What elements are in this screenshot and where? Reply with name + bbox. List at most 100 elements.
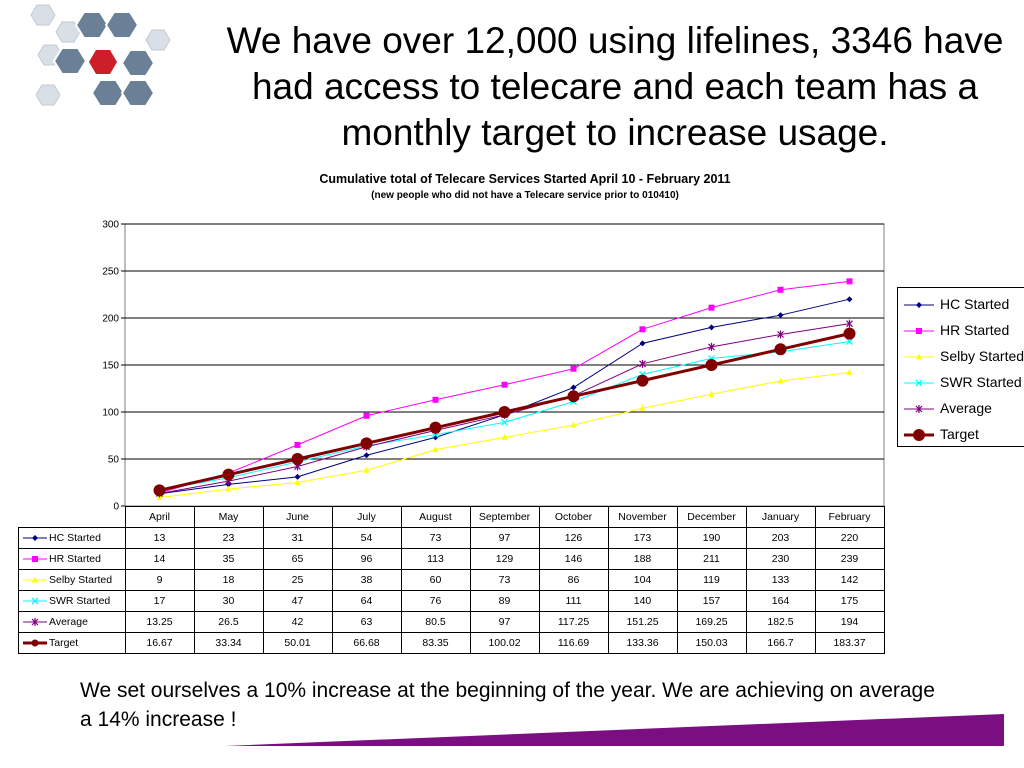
x-category-label: September bbox=[469, 506, 540, 528]
table-cell-value: 119 bbox=[676, 569, 747, 591]
y-tick-label: 100 bbox=[102, 408, 119, 419]
table-row: HR Started 14 35 65 96 113 129 146 188 211 230 239 bbox=[18, 548, 885, 570]
table-cell-value: 17 bbox=[124, 590, 195, 612]
data-point bbox=[363, 466, 370, 473]
table-cell-value: 47 bbox=[262, 590, 333, 612]
table-cell-value: 146 bbox=[538, 548, 609, 570]
legend-key-icon bbox=[904, 379, 934, 387]
table-cell-value: 9 bbox=[124, 569, 195, 591]
table-cell-value: 173 bbox=[607, 527, 678, 549]
x-category-label: May bbox=[193, 506, 264, 528]
data-point bbox=[777, 312, 784, 319]
data-point bbox=[360, 437, 373, 450]
y-tick-label: 50 bbox=[108, 455, 120, 466]
data-point bbox=[777, 286, 784, 293]
data-point bbox=[567, 390, 580, 403]
table-cell-value: 113 bbox=[400, 548, 471, 570]
table-cell-value: 42 bbox=[262, 611, 333, 633]
table-cell-value: 164 bbox=[745, 590, 816, 612]
legend-key-icon bbox=[904, 328, 934, 334]
footer-text: We set ourselves a 10% increase at the b… bbox=[80, 679, 935, 731]
data-point bbox=[31, 618, 39, 627]
x-category-label: July bbox=[331, 506, 402, 528]
table-cell-value: 220 bbox=[814, 527, 885, 549]
data-point bbox=[708, 390, 715, 397]
data-point bbox=[222, 468, 235, 481]
table-cell-value: 239 bbox=[814, 548, 885, 570]
data-point bbox=[498, 405, 511, 418]
table-cell-value: 54 bbox=[331, 527, 402, 549]
table-cell-value: 50.01 bbox=[262, 632, 333, 654]
data-point bbox=[916, 353, 922, 360]
table-row: Selby Started 9 18 25 38 60 73 86 104 119 133 142 bbox=[18, 569, 885, 591]
x-category-label: April bbox=[124, 506, 195, 528]
table-corner bbox=[18, 506, 126, 528]
table-cell-value: 150.03 bbox=[676, 632, 747, 654]
table-cell-value: 96 bbox=[331, 548, 402, 570]
legend-label: Average bbox=[940, 400, 992, 416]
table-cell-value: 194 bbox=[814, 611, 885, 633]
table-cell-value: 86 bbox=[538, 569, 609, 591]
table-cell-value: 140 bbox=[607, 590, 678, 612]
data-point bbox=[31, 597, 39, 605]
table-cell-value: 33.34 bbox=[193, 632, 264, 654]
y-tick-label: 150 bbox=[102, 361, 119, 372]
table-cell-value: 60 bbox=[400, 569, 471, 591]
x-category-label: June bbox=[262, 506, 333, 528]
table-cell-value: 30 bbox=[193, 590, 264, 612]
table-cell-value: 182.5 bbox=[745, 611, 816, 633]
hexagon-photo-logo bbox=[30, 4, 171, 107]
data-point bbox=[915, 405, 923, 413]
data-point bbox=[363, 452, 370, 459]
series-key-icon bbox=[23, 556, 47, 563]
table-cell-value: 16.67 bbox=[124, 632, 195, 654]
data-point bbox=[916, 328, 922, 334]
legend-label: Target bbox=[940, 426, 979, 442]
chart-legend: HC Started HR Started Selby Started SWR Sta… bbox=[897, 287, 1024, 447]
series-line bbox=[159, 298, 850, 495]
data-point bbox=[916, 302, 922, 308]
data-point bbox=[843, 327, 856, 340]
data-point bbox=[846, 369, 853, 376]
table-cell-value: 23 bbox=[193, 527, 264, 549]
table-cell-value: 230 bbox=[745, 548, 816, 570]
legend-label: HC Started bbox=[940, 296, 1010, 312]
table-cell-value: 104 bbox=[607, 569, 678, 591]
table-cell-value: 183.37 bbox=[814, 632, 885, 654]
data-point bbox=[636, 374, 649, 387]
table-cell-value: 157 bbox=[676, 590, 747, 612]
table-cell-value: 97 bbox=[469, 611, 540, 633]
table-row: Average 13.25 26.5 42 63 80.5 97 117.25 151.25 16… bbox=[18, 611, 885, 633]
table-cell-value: 65 bbox=[262, 548, 333, 570]
table-cell-value: 169.25 bbox=[676, 611, 747, 633]
data-point bbox=[501, 433, 508, 440]
table-cell-value: 64 bbox=[331, 590, 402, 612]
y-tick-label: 300 bbox=[102, 220, 119, 231]
series-key-icon bbox=[23, 618, 47, 627]
series-target bbox=[153, 327, 856, 497]
table-cell-value: 116.69 bbox=[538, 632, 609, 654]
data-point bbox=[846, 338, 853, 345]
data-point bbox=[774, 343, 787, 356]
data-point bbox=[708, 324, 715, 331]
data-point bbox=[432, 446, 439, 453]
purple-swoosh-decoration bbox=[225, 714, 1004, 746]
series-key-icon bbox=[23, 535, 47, 542]
table-cell-value: 25 bbox=[262, 569, 333, 591]
data-point bbox=[501, 381, 508, 388]
table-row: HC Started 13 23 31 54 73 97 126 173 190 203 220 bbox=[18, 527, 885, 549]
data-point bbox=[915, 379, 923, 387]
series-key-icon bbox=[23, 597, 47, 605]
table-series-label: Selby Started bbox=[18, 569, 126, 591]
series-key-icon bbox=[23, 639, 47, 647]
data-point bbox=[32, 576, 38, 583]
legend-label: Selby Started bbox=[940, 348, 1024, 364]
table-cell-value: 126 bbox=[538, 527, 609, 549]
table-cell-value: 73 bbox=[469, 569, 540, 591]
data-point bbox=[225, 485, 232, 492]
x-category-label: November bbox=[607, 506, 678, 528]
x-category-label: October bbox=[538, 506, 609, 528]
data-point bbox=[913, 429, 925, 441]
data-point bbox=[639, 404, 646, 411]
table-cell-value: 66.68 bbox=[331, 632, 402, 654]
